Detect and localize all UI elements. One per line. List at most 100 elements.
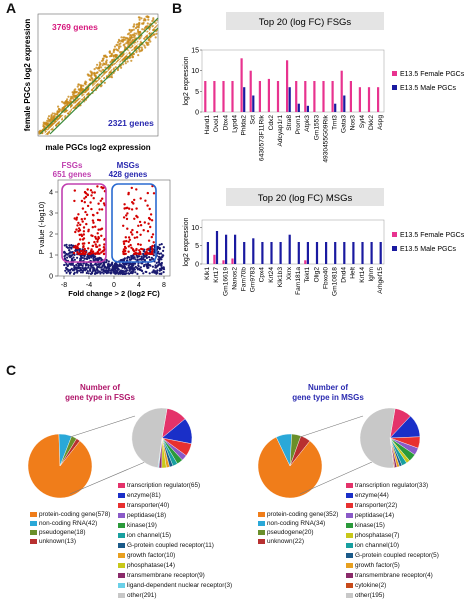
legend-swatch	[346, 543, 353, 548]
bar	[231, 81, 234, 112]
scatter-point	[100, 66, 103, 69]
volcano-point-significant	[84, 210, 87, 214]
legend-swatch	[392, 246, 397, 251]
fsg-main-pie	[27, 415, 146, 499]
legend-text: non-coding RNA(42)	[39, 520, 98, 527]
scatter-diagonal-mid	[44, 22, 159, 135]
msg-pie-title-line1: Number of	[308, 383, 348, 392]
volcano-point	[95, 264, 98, 267]
volcano-point	[88, 257, 91, 260]
scatter-point	[140, 49, 143, 52]
legend-swatch	[30, 521, 37, 526]
volcano-point	[160, 258, 163, 261]
pie-legend-item: ion channel(15)	[118, 532, 171, 539]
volcano-point-significant	[79, 223, 82, 226]
scatter-point	[143, 28, 146, 31]
volcano-point	[79, 266, 82, 270]
pie-legend-item: transmembrane receptor(4)	[346, 572, 433, 579]
scatter-diagonal-upper	[39, 17, 159, 135]
volcano-point	[160, 268, 163, 271]
volcano-point-significant	[138, 250, 142, 254]
volcano-point-significant	[127, 236, 131, 239]
volcano-point	[121, 266, 124, 269]
volcano-point-significant	[137, 252, 141, 256]
bar	[306, 242, 309, 264]
bar-category-label: Gm10818	[331, 267, 338, 296]
volcano-point-significant	[93, 240, 96, 244]
bar-category-label: Hand1	[204, 115, 211, 135]
pie-legend-item: pseudogene(20)	[258, 529, 314, 536]
volcano-point-significant	[82, 237, 86, 240]
legend-text: kinase(15)	[355, 522, 385, 529]
bar-category-label: Adcyap1r1	[277, 115, 284, 147]
pie-legend-item: non-coding RNA(42)	[30, 520, 97, 527]
bar-y-tick-label: 5	[195, 243, 199, 250]
scatter-point	[56, 112, 59, 115]
bar	[249, 70, 252, 112]
scatter-point	[63, 110, 66, 113]
volcano-point	[134, 265, 137, 268]
scatter-point	[71, 95, 74, 98]
volcano-point-significant	[125, 206, 128, 210]
volcano-point-significant	[76, 245, 79, 249]
legend-swatch	[346, 503, 353, 508]
pie-legend-item: G-protein coupled receptor(5)	[346, 552, 439, 559]
volcano-point-significant	[91, 244, 94, 248]
legend-label: E13.5 Male PGCs	[400, 85, 457, 92]
volcano-point	[66, 256, 69, 259]
scatter-point	[129, 46, 132, 49]
scatter-point	[135, 51, 138, 54]
volcano-point-significant	[125, 217, 129, 221]
bar-category-label: Cpx4	[259, 267, 266, 283]
volcano-point	[72, 256, 75, 259]
legend-swatch	[118, 513, 125, 518]
volcano-point-significant	[98, 219, 102, 222]
volcano-point	[89, 269, 92, 272]
volcano-point	[77, 267, 80, 270]
bar-y-label: log2 expression	[183, 217, 190, 266]
volcano-point	[115, 263, 118, 266]
volcano-point	[93, 272, 97, 275]
pie-slice	[59, 438, 81, 467]
volcano-point	[136, 272, 139, 275]
legend-swatch	[346, 493, 353, 498]
bar-category-label: Xkrx	[286, 266, 293, 280]
volcano-point	[65, 263, 68, 266]
volcano-point-significant	[77, 230, 80, 233]
scatter-point	[126, 37, 129, 40]
scatter-point	[108, 50, 111, 54]
scatter-point	[147, 18, 150, 21]
volcano-point-significant	[102, 246, 106, 249]
volcano-point-significant	[83, 247, 87, 251]
msg-main-pie	[257, 415, 373, 499]
volcano-point-significant	[127, 250, 130, 253]
scatter-point	[76, 85, 79, 88]
volcano-point	[114, 271, 117, 274]
volcano-y-tick-label: 1	[49, 253, 53, 260]
msg-title: MSGs	[117, 161, 140, 170]
volcano-point	[75, 263, 78, 266]
volcano-point	[70, 244, 73, 247]
volcano-point-significant	[150, 245, 154, 248]
scatter-point	[132, 28, 135, 31]
volcano-point-significant	[130, 186, 133, 190]
scatter-point	[73, 89, 76, 92]
pie-legend-item: G-protein coupled receptor(11)	[118, 542, 214, 549]
scatter-point	[138, 16, 141, 19]
bar	[340, 70, 343, 112]
bar	[222, 81, 225, 112]
scatter-point	[122, 63, 125, 66]
legend-swatch	[346, 573, 353, 578]
bar-category-label: Klk1	[204, 267, 211, 280]
volcano-point	[85, 271, 88, 275]
volcano-point	[67, 252, 70, 255]
volcano-point	[72, 269, 75, 272]
volcano-point-significant	[93, 252, 97, 255]
pie-legend-item: pseudogene(18)	[30, 529, 86, 536]
volcano-point-significant	[97, 237, 101, 240]
volcano-point-significant	[122, 252, 125, 256]
volcano-point	[79, 271, 83, 274]
scatter-point	[151, 25, 154, 28]
volcano-point	[83, 268, 86, 271]
